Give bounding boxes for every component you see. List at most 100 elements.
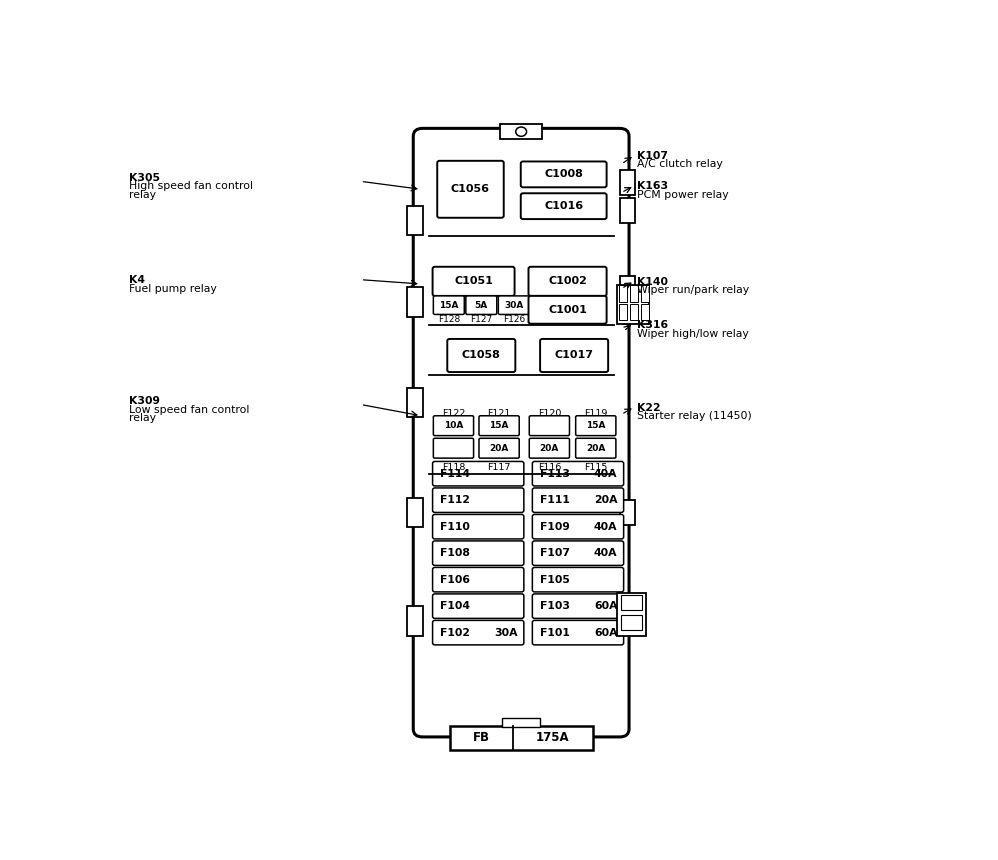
Bar — [407, 606, 422, 636]
Bar — [407, 388, 422, 417]
FancyBboxPatch shape — [576, 439, 616, 458]
FancyBboxPatch shape — [432, 514, 524, 539]
FancyBboxPatch shape — [576, 415, 616, 436]
Bar — [630, 286, 639, 302]
Text: Starter relay (11450): Starter relay (11450) — [637, 411, 751, 421]
Text: C1056: C1056 — [451, 184, 490, 194]
Text: C1002: C1002 — [548, 276, 587, 286]
Text: K316: K316 — [637, 321, 668, 330]
Bar — [621, 595, 642, 610]
Text: F111: F111 — [540, 495, 570, 505]
Text: K22: K22 — [637, 402, 661, 413]
Text: 10A: 10A — [444, 421, 463, 430]
Bar — [617, 593, 646, 636]
Text: F119: F119 — [584, 408, 608, 418]
Text: F106: F106 — [440, 574, 470, 585]
Bar — [619, 304, 628, 321]
FancyBboxPatch shape — [413, 128, 629, 737]
Text: Wiper high/low relay: Wiper high/low relay — [637, 329, 748, 339]
Text: C1058: C1058 — [462, 351, 501, 360]
Text: F117: F117 — [487, 464, 511, 472]
Text: C1017: C1017 — [555, 351, 594, 360]
Text: 15A: 15A — [586, 421, 606, 430]
FancyBboxPatch shape — [479, 439, 519, 458]
Text: 20A: 20A — [540, 444, 559, 452]
Text: F105: F105 — [540, 574, 570, 585]
Text: PCM power relay: PCM power relay — [637, 190, 729, 200]
Bar — [502, 718, 541, 727]
Text: relay: relay — [129, 413, 156, 423]
Bar — [641, 286, 649, 302]
Text: 40A: 40A — [594, 469, 618, 479]
Text: K107: K107 — [637, 150, 668, 161]
Text: C1051: C1051 — [454, 276, 493, 286]
Text: F110: F110 — [440, 522, 470, 531]
Text: F115: F115 — [584, 464, 608, 472]
Text: F101: F101 — [540, 628, 570, 637]
Text: F107: F107 — [540, 548, 570, 558]
Text: F112: F112 — [440, 495, 470, 505]
FancyBboxPatch shape — [532, 620, 624, 645]
FancyBboxPatch shape — [532, 568, 624, 592]
Text: F109: F109 — [540, 522, 570, 531]
FancyBboxPatch shape — [540, 339, 608, 372]
Text: F114: F114 — [440, 469, 470, 479]
Text: 30A: 30A — [504, 301, 524, 310]
Bar — [407, 206, 422, 236]
Bar — [641, 304, 649, 321]
Bar — [500, 125, 543, 139]
Bar — [620, 609, 636, 634]
Bar — [620, 170, 636, 195]
Text: Low speed fan control: Low speed fan control — [129, 404, 249, 415]
FancyBboxPatch shape — [532, 541, 624, 565]
Text: F108: F108 — [440, 548, 470, 558]
Text: C1001: C1001 — [548, 304, 587, 315]
Bar — [617, 285, 649, 324]
Text: 20A: 20A — [594, 495, 618, 505]
Text: K309: K309 — [129, 396, 160, 406]
Text: F103: F103 — [540, 601, 570, 611]
Text: F116: F116 — [538, 464, 561, 472]
FancyBboxPatch shape — [529, 415, 570, 436]
Text: F128: F128 — [438, 316, 460, 324]
Bar — [619, 286, 628, 302]
Text: 5A: 5A — [475, 301, 488, 310]
Text: FB: FB — [473, 731, 490, 745]
FancyBboxPatch shape — [433, 415, 474, 436]
Bar — [449, 726, 593, 750]
FancyBboxPatch shape — [466, 296, 497, 315]
FancyBboxPatch shape — [432, 594, 524, 618]
FancyBboxPatch shape — [532, 514, 624, 539]
FancyBboxPatch shape — [432, 488, 524, 513]
Text: K163: K163 — [637, 181, 668, 191]
Text: C1008: C1008 — [544, 169, 583, 180]
Text: 175A: 175A — [536, 731, 570, 745]
FancyBboxPatch shape — [498, 296, 529, 315]
FancyBboxPatch shape — [532, 462, 624, 486]
FancyBboxPatch shape — [479, 415, 519, 436]
Text: 20A: 20A — [586, 444, 606, 452]
Text: High speed fan control: High speed fan control — [129, 181, 252, 191]
Text: K140: K140 — [637, 277, 668, 286]
FancyBboxPatch shape — [521, 194, 607, 219]
Text: 60A: 60A — [594, 628, 618, 637]
Text: F127: F127 — [470, 316, 492, 324]
FancyBboxPatch shape — [529, 439, 570, 458]
Text: F121: F121 — [487, 408, 511, 418]
Text: F113: F113 — [540, 469, 570, 479]
FancyBboxPatch shape — [532, 594, 624, 618]
FancyBboxPatch shape — [432, 462, 524, 486]
Text: F120: F120 — [538, 408, 561, 418]
Bar — [620, 198, 636, 223]
Bar — [407, 498, 422, 527]
FancyBboxPatch shape — [432, 568, 524, 592]
Text: K4: K4 — [129, 275, 145, 286]
Bar — [620, 276, 636, 301]
FancyBboxPatch shape — [432, 620, 524, 645]
Text: 20A: 20A — [489, 444, 509, 452]
FancyBboxPatch shape — [532, 488, 624, 513]
FancyBboxPatch shape — [529, 296, 607, 323]
FancyBboxPatch shape — [521, 162, 607, 187]
Text: F118: F118 — [442, 464, 465, 472]
Text: relay: relay — [129, 190, 156, 200]
